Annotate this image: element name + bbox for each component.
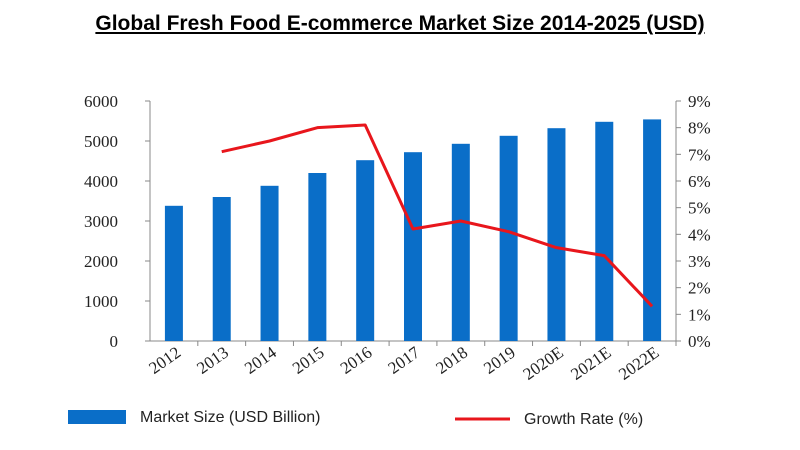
- bar: [451, 143, 470, 341]
- left-tick-label: 0: [110, 332, 119, 351]
- left-tick-label: 5000: [84, 132, 118, 151]
- bar-series: [164, 119, 662, 342]
- right-tick-label: 2%: [688, 279, 711, 298]
- legend-swatch-bar: [68, 410, 126, 424]
- growth-rate-line: [221, 123, 654, 308]
- x-tick-label: 2021E: [567, 343, 614, 384]
- bar: [547, 128, 566, 341]
- bar: [499, 135, 518, 341]
- bar: [356, 160, 375, 341]
- bar: [643, 119, 662, 342]
- bar: [308, 173, 327, 341]
- right-tick-label: 0%: [688, 332, 711, 351]
- bar: [164, 205, 183, 341]
- legend-label-market-size: Market Size (USD Billion): [140, 409, 320, 426]
- bar: [595, 121, 614, 341]
- x-tick-label: 2019: [480, 343, 519, 378]
- right-tick-label: 5%: [688, 199, 711, 218]
- x-tick-label: 2012: [145, 343, 184, 378]
- legend-label-growth-rate: Growth Rate (%): [524, 411, 643, 428]
- right-tick-label: 3%: [688, 252, 711, 271]
- x-tick-label: 2018: [432, 343, 471, 378]
- right-tick-label: 7%: [688, 145, 711, 164]
- left-tick-label: 4000: [84, 172, 118, 191]
- left-tick-label: 2000: [84, 252, 118, 271]
- x-tick-label: 2017: [385, 342, 424, 377]
- right-tick-label: 8%: [688, 119, 711, 138]
- right-tick-label: 1%: [688, 305, 711, 324]
- x-tick-label: 2013: [193, 343, 232, 378]
- chart-title: Global Fresh Food E-commerce Market Size…: [95, 12, 705, 35]
- left-tick-label: 3000: [84, 212, 118, 231]
- line-series: [221, 123, 654, 308]
- x-tick-label: 2015: [289, 343, 328, 378]
- right-tick-label: 6%: [688, 172, 711, 191]
- x-tick-label: 2020E: [519, 343, 566, 384]
- bar: [404, 152, 422, 341]
- bar: [212, 197, 231, 341]
- right-tick-label: 4%: [688, 225, 711, 244]
- bar: [260, 185, 279, 341]
- left-tick-label: 1000: [84, 292, 118, 311]
- chart-legend: Market Size (USD Billion) Growth Rate (%): [68, 409, 643, 428]
- left-tick-label: 6000: [84, 92, 118, 111]
- x-tick-label: 2014: [241, 342, 280, 377]
- right-tick-label: 9%: [688, 92, 711, 111]
- x-tick-label: 2016: [337, 343, 376, 378]
- x-tick-label: 2022E: [615, 343, 662, 384]
